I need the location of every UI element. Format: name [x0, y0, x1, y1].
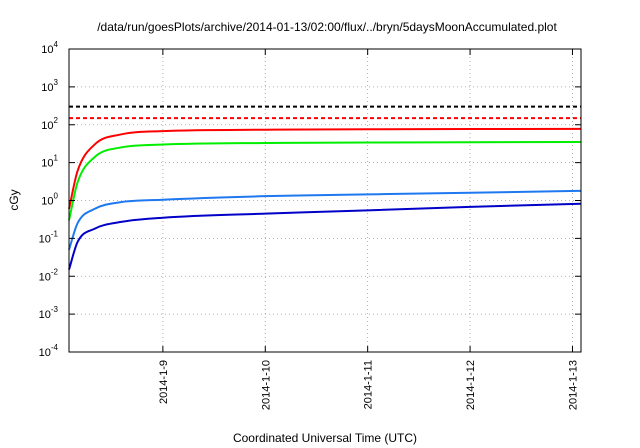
x-tick-label: 2014-1-13: [567, 360, 579, 410]
y-tick-label: 101: [41, 154, 58, 170]
series-lines: [68, 127, 582, 270]
y-tick-label: 102: [41, 116, 58, 132]
y-tick-label: 10-4: [39, 343, 59, 359]
y-tick-label: 104: [41, 40, 58, 56]
chart-title: /data/run/goesPlots/archive/2014-01-13/0…: [97, 20, 557, 34]
y-axis-ticks: 10-4 10-3 10-2 10-1 100 101 102 103 104: [39, 40, 581, 359]
y-tick-label: 10-2: [39, 267, 59, 283]
x-tick-label: 2014-1-9: [158, 360, 170, 404]
x-axis-ticks: 2014-1-9 2014-1-10 2014-1-11 2014-1-12 2014-…: [158, 49, 579, 410]
y-axis-label: cGy: [7, 189, 21, 210]
series-line-2: [68, 141, 582, 221]
y-tick-label: 100: [41, 192, 58, 208]
series-line-4: [68, 202, 582, 270]
series-line-3: [68, 189, 582, 251]
threshold-lines: [69, 105, 581, 120]
y-tick-label: 10-3: [39, 305, 59, 321]
y-tick-label: 103: [41, 78, 58, 94]
grid: [69, 49, 581, 352]
x-tick-label: 2014-1-12: [465, 360, 477, 410]
y-tick-label: 10-1: [39, 229, 59, 245]
x-tick-label: 2014-1-11: [363, 360, 375, 409]
series-line-1: [68, 127, 582, 210]
x-axis-label: Coordinated Universal Time (UTC): [233, 431, 417, 445]
x-tick-label: 2014-1-10: [260, 360, 272, 410]
